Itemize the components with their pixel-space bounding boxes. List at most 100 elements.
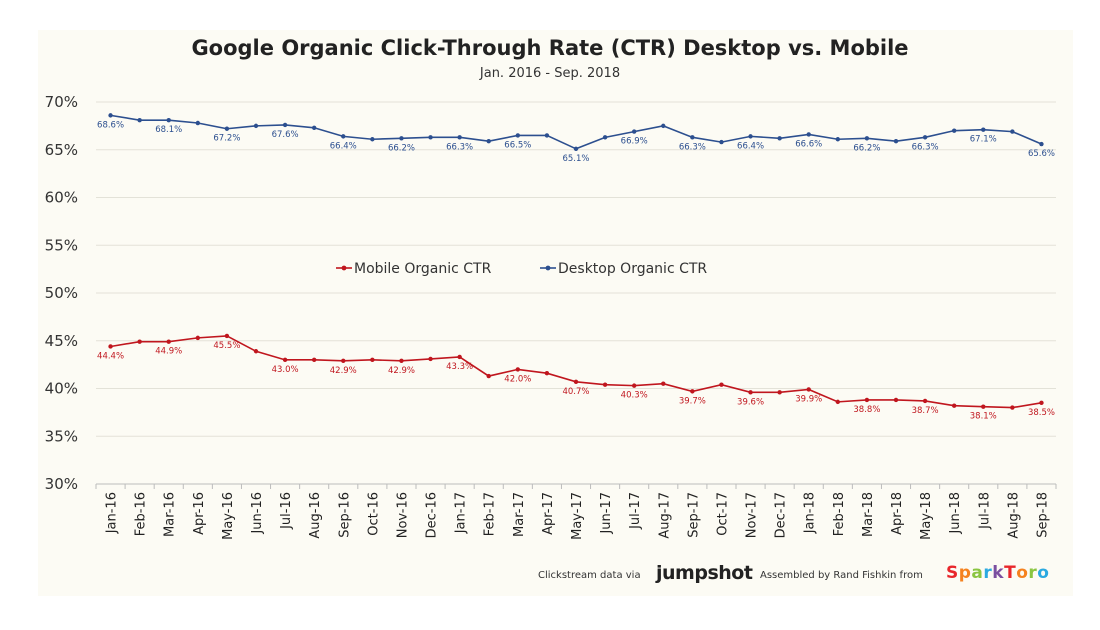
series-line xyxy=(110,335,1042,409)
data-label: 39.9% xyxy=(795,394,822,404)
data-point xyxy=(690,135,695,140)
data-point xyxy=(981,404,986,409)
x-tick-label: Jan-16 xyxy=(105,492,120,534)
sparktoro-letter: a xyxy=(971,563,984,583)
data-point xyxy=(195,120,201,126)
x-tick-label: Apr-18 xyxy=(890,492,905,535)
data-label: 66.6% xyxy=(795,139,822,149)
y-tick-label: 45% xyxy=(45,332,78,350)
data-point xyxy=(486,138,491,144)
data-point xyxy=(428,135,433,140)
data-point xyxy=(399,358,404,364)
sparktoro-letter: S xyxy=(946,563,959,583)
data-label: 40.3% xyxy=(621,391,648,401)
data-point xyxy=(341,134,346,139)
data-point xyxy=(893,138,899,144)
data-point xyxy=(224,333,230,339)
x-tick-label: Feb-18 xyxy=(832,492,847,536)
x-tick-label: Mar-17 xyxy=(512,492,527,537)
data-point xyxy=(981,127,986,132)
data-label: 38.8% xyxy=(853,405,880,415)
x-tick-label: Apr-16 xyxy=(192,492,207,535)
x-tick-label: Oct-16 xyxy=(366,492,381,536)
data-point xyxy=(253,123,259,129)
data-point xyxy=(661,123,666,129)
data-point xyxy=(341,358,346,364)
x-tick-label: Nov-17 xyxy=(745,492,760,538)
data-label: 38.5% xyxy=(1028,408,1055,418)
x-tick-label: Sep-18 xyxy=(1035,492,1050,538)
data-point xyxy=(428,356,433,362)
sparktoro-letter: r xyxy=(1028,563,1038,583)
data-label: 66.2% xyxy=(388,143,415,153)
data-point xyxy=(602,135,608,140)
data-point xyxy=(544,133,550,138)
data-label: 67.1% xyxy=(970,135,997,145)
data-point xyxy=(108,344,113,349)
data-label: 66.3% xyxy=(679,142,706,152)
data-point xyxy=(399,136,404,141)
data-point xyxy=(1010,129,1015,134)
data-label: 38.7% xyxy=(912,406,939,416)
data-point xyxy=(835,137,841,142)
data-label: 66.4% xyxy=(330,141,357,151)
data-point xyxy=(282,357,288,363)
sparktoro-logo: SparkToro xyxy=(946,563,1049,583)
data-label: 42.0% xyxy=(504,374,531,384)
data-label: 66.9% xyxy=(621,137,648,147)
series-line xyxy=(110,114,1042,150)
data-point xyxy=(544,371,550,376)
data-label: 43.3% xyxy=(446,362,473,372)
data-point xyxy=(224,126,230,131)
x-tick-label: Jan-17 xyxy=(454,492,469,534)
data-point xyxy=(864,136,870,141)
data-point xyxy=(661,381,666,386)
data-point xyxy=(515,133,521,138)
x-tick-label: Jun-17 xyxy=(599,492,614,535)
data-point xyxy=(311,357,317,363)
data-label: 68.6% xyxy=(97,120,124,130)
x-tick-label: Jan-18 xyxy=(803,492,818,534)
x-tick-label: Dec-16 xyxy=(425,492,440,538)
x-tick-label: Sep-17 xyxy=(686,492,701,538)
data-point xyxy=(893,397,899,403)
x-tick-label: Apr-17 xyxy=(541,492,556,535)
data-point xyxy=(573,146,579,151)
sparktoro-letter: T xyxy=(1004,563,1017,583)
data-label: 44.9% xyxy=(155,347,182,357)
data-point xyxy=(602,382,608,387)
data-label: 39.7% xyxy=(679,396,706,406)
y-tick-label: 35% xyxy=(45,427,78,445)
data-point xyxy=(951,403,957,408)
legend-swatch-marker xyxy=(341,265,347,271)
chart-panel xyxy=(38,30,1073,596)
data-label: 65.6% xyxy=(1028,149,1055,159)
data-point xyxy=(486,373,491,379)
y-tick-label: 55% xyxy=(45,236,78,254)
chart-title: Google Organic Click-Through Rate (CTR) … xyxy=(191,36,909,60)
data-point xyxy=(457,354,462,360)
y-tick-label: 30% xyxy=(45,475,78,493)
data-point xyxy=(922,135,928,140)
data-point xyxy=(515,367,521,372)
data-point xyxy=(631,129,637,134)
data-label: 67.6% xyxy=(272,130,299,140)
sparktoro-letter: o xyxy=(1037,563,1050,583)
y-tick-label: 65% xyxy=(45,141,78,159)
data-point xyxy=(951,128,957,133)
data-point xyxy=(457,135,462,140)
data-point xyxy=(748,134,753,139)
data-point xyxy=(777,390,782,395)
x-tick-label: Aug-18 xyxy=(1006,492,1021,539)
data-point xyxy=(108,113,113,118)
data-label: 66.4% xyxy=(737,141,764,151)
data-label: 45.5% xyxy=(213,341,240,351)
data-label: 66.5% xyxy=(504,140,531,150)
data-label: 66.2% xyxy=(853,143,880,153)
sparktoro-letter: r xyxy=(983,563,993,583)
legend-label: Mobile Organic CTR xyxy=(354,261,492,277)
data-point xyxy=(719,382,724,387)
data-point xyxy=(370,137,375,142)
y-tick-label: 50% xyxy=(45,284,78,302)
